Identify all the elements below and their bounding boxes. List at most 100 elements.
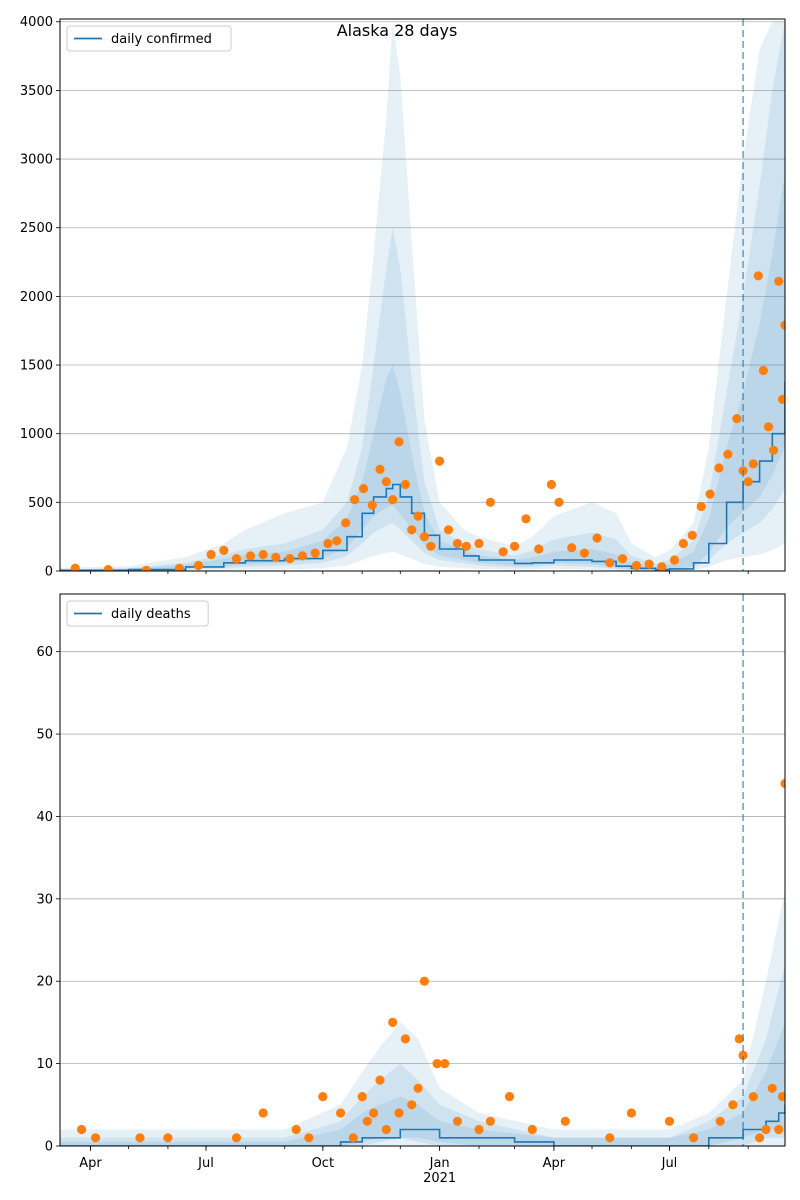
data-point	[521, 514, 531, 524]
data-point	[400, 479, 410, 490]
data-point	[375, 464, 385, 474]
data-point	[743, 477, 753, 487]
data-point	[318, 1092, 328, 1102]
x-tick-label: Apr	[543, 1156, 566, 1171]
data-point	[432, 1059, 442, 1069]
data-point	[592, 533, 602, 543]
data-point	[579, 548, 590, 558]
data-point	[777, 394, 785, 404]
data-point	[560, 1116, 570, 1126]
y-tick-label: 500	[28, 496, 53, 511]
data-point	[206, 549, 216, 560]
data-point	[617, 554, 628, 564]
data-point	[419, 532, 429, 542]
data-point	[304, 1133, 314, 1143]
data-point	[474, 1124, 484, 1135]
x-tick-label: Apr	[79, 1156, 102, 1171]
x-tick-label: Jul	[661, 1156, 678, 1171]
data-point	[767, 1083, 777, 1093]
data-point	[734, 1034, 744, 1044]
data-point	[323, 538, 333, 549]
data-point	[103, 565, 113, 571]
data-point	[193, 560, 203, 571]
data-point	[407, 525, 417, 535]
legend-box	[66, 25, 232, 52]
data-point	[231, 1133, 242, 1143]
data-point	[755, 1133, 765, 1143]
data-point	[527, 1124, 537, 1135]
data-point	[381, 477, 391, 487]
axes-frame	[59, 18, 786, 572]
axes-frame	[59, 593, 786, 1147]
y-tick-label: 4000	[20, 15, 53, 30]
y-tick-label: 40	[36, 810, 53, 825]
data-point	[626, 1108, 637, 1118]
data-point	[258, 1108, 268, 1118]
data-point	[753, 271, 763, 281]
data-point	[669, 555, 680, 565]
confirmed-panel: 0 500 1000 1500 2000 2500 3000 3500 4000 daily co…	[20, 15, 786, 580]
data-point	[546, 479, 557, 490]
data-point	[435, 456, 445, 466]
data-point	[452, 538, 462, 549]
data-point	[141, 565, 151, 571]
data-point	[631, 560, 642, 571]
data-point	[769, 445, 779, 455]
data-point	[774, 1124, 784, 1135]
data-point	[419, 976, 429, 986]
data-point	[657, 562, 667, 571]
y-tick-label: 0	[45, 1140, 53, 1155]
y-tick-label: 0	[45, 565, 53, 580]
y-tick-label: 3000	[20, 153, 53, 168]
data-point	[394, 437, 404, 447]
data-point	[461, 541, 471, 551]
data-point	[271, 552, 281, 562]
x-tick-label: Jan	[429, 1156, 450, 1171]
data-point	[509, 541, 520, 551]
data-point	[644, 559, 654, 569]
uncertainty-band	[60, 172, 785, 571]
data-point	[332, 536, 342, 546]
data-point	[485, 1116, 495, 1126]
data-point	[780, 320, 785, 330]
y-tick-label: 1500	[20, 359, 53, 374]
data-point	[440, 1059, 450, 1069]
legend: daily deaths	[66, 600, 209, 627]
y-tick-label: 50	[36, 728, 53, 743]
data-point	[163, 1133, 173, 1143]
data-point	[135, 1133, 145, 1143]
data-point	[362, 1116, 372, 1126]
data-point	[231, 554, 242, 564]
data-point	[687, 530, 697, 540]
data-point	[504, 1092, 515, 1102]
y-tick-label: 20	[36, 975, 53, 990]
data-point	[426, 541, 436, 551]
data-point	[605, 558, 615, 568]
x-tick-label: Oct	[312, 1156, 334, 1171]
data-point	[413, 1083, 423, 1093]
y-tick-label: 3500	[20, 84, 53, 99]
data-point	[341, 518, 351, 528]
data-point	[357, 1092, 367, 1102]
data-point	[285, 554, 295, 564]
plot-area	[60, 21, 785, 571]
data-point	[77, 1124, 87, 1135]
data-point	[715, 1116, 725, 1126]
legend-label: daily confirmed	[111, 32, 212, 47]
data-point	[780, 778, 785, 789]
data-point	[761, 1124, 771, 1135]
uncertainty-band	[60, 964, 785, 1146]
data-point	[388, 495, 398, 505]
data-point	[567, 543, 577, 553]
data-point	[534, 544, 544, 554]
data-point	[696, 501, 706, 512]
data-point	[714, 463, 724, 473]
legend-label: daily deaths	[111, 607, 191, 622]
uncertainty-band	[60, 21, 785, 571]
series-line	[60, 381, 785, 571]
data-point	[748, 459, 758, 469]
x-year-label: 2021	[423, 1171, 456, 1186]
data-point	[381, 1124, 391, 1135]
data-point	[763, 422, 774, 432]
